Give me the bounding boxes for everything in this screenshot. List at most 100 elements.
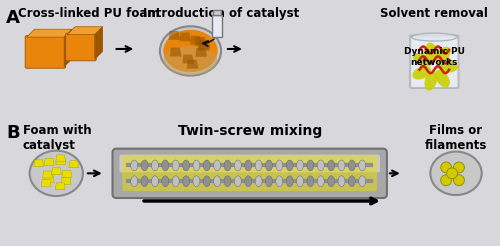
Polygon shape [95, 27, 102, 59]
Polygon shape [56, 155, 66, 162]
Ellipse shape [413, 53, 431, 67]
Polygon shape [44, 158, 54, 165]
Polygon shape [44, 176, 54, 183]
Polygon shape [52, 168, 62, 175]
Text: Cross-linked PU foam: Cross-linked PU foam [18, 7, 160, 19]
FancyBboxPatch shape [410, 36, 459, 88]
Ellipse shape [328, 160, 334, 171]
Ellipse shape [348, 176, 356, 187]
Ellipse shape [296, 176, 304, 187]
Ellipse shape [234, 160, 242, 171]
Polygon shape [34, 160, 43, 167]
Ellipse shape [412, 33, 457, 41]
Polygon shape [190, 36, 202, 45]
Polygon shape [56, 158, 66, 165]
Ellipse shape [164, 46, 218, 76]
Ellipse shape [224, 160, 231, 171]
Ellipse shape [318, 176, 324, 187]
Ellipse shape [182, 160, 190, 171]
Polygon shape [182, 55, 194, 63]
Text: Dynamic PU
networks: Dynamic PU networks [404, 47, 465, 67]
Ellipse shape [359, 160, 366, 171]
Ellipse shape [193, 176, 200, 187]
Ellipse shape [160, 26, 221, 76]
Ellipse shape [338, 160, 345, 171]
Polygon shape [180, 32, 192, 41]
Polygon shape [56, 183, 65, 190]
Ellipse shape [172, 176, 179, 187]
Polygon shape [62, 170, 72, 177]
Ellipse shape [440, 175, 452, 186]
Polygon shape [41, 179, 51, 186]
Polygon shape [198, 40, 210, 49]
Ellipse shape [214, 176, 220, 187]
Ellipse shape [286, 160, 293, 171]
Bar [213, 11, 221, 15]
Ellipse shape [245, 176, 252, 187]
Polygon shape [195, 37, 206, 46]
Ellipse shape [30, 151, 83, 196]
Polygon shape [196, 48, 207, 57]
Ellipse shape [204, 160, 210, 171]
Ellipse shape [255, 160, 262, 171]
Ellipse shape [234, 176, 242, 187]
Polygon shape [186, 60, 198, 69]
Ellipse shape [162, 160, 169, 171]
Polygon shape [61, 178, 71, 184]
Ellipse shape [276, 176, 283, 187]
Ellipse shape [435, 70, 450, 87]
Ellipse shape [255, 176, 262, 187]
Ellipse shape [446, 168, 458, 179]
Ellipse shape [296, 160, 304, 171]
Polygon shape [64, 29, 72, 67]
Ellipse shape [141, 160, 148, 171]
Ellipse shape [266, 176, 272, 187]
Polygon shape [26, 29, 72, 37]
Ellipse shape [266, 160, 272, 171]
Text: Solvent removal: Solvent removal [380, 7, 488, 19]
Polygon shape [69, 161, 79, 168]
FancyBboxPatch shape [25, 36, 66, 68]
Polygon shape [168, 31, 180, 40]
Ellipse shape [412, 66, 431, 79]
Ellipse shape [152, 176, 158, 187]
Ellipse shape [214, 160, 220, 171]
Ellipse shape [131, 160, 138, 171]
FancyBboxPatch shape [120, 154, 380, 172]
Polygon shape [170, 47, 181, 57]
Ellipse shape [348, 160, 356, 171]
Ellipse shape [164, 30, 218, 72]
Text: Twin-screw mixing: Twin-screw mixing [178, 124, 322, 138]
Ellipse shape [131, 176, 138, 187]
Ellipse shape [328, 176, 334, 187]
Polygon shape [42, 171, 52, 178]
Ellipse shape [454, 175, 464, 186]
Text: B: B [6, 124, 20, 142]
Text: A: A [6, 10, 20, 28]
Ellipse shape [141, 176, 148, 187]
Ellipse shape [182, 176, 190, 187]
FancyBboxPatch shape [112, 149, 387, 198]
Ellipse shape [338, 176, 345, 187]
Ellipse shape [193, 160, 200, 171]
Ellipse shape [224, 176, 231, 187]
Ellipse shape [426, 43, 438, 62]
FancyBboxPatch shape [122, 155, 377, 191]
Text: Films or
filaments: Films or filaments [425, 124, 487, 152]
Ellipse shape [318, 160, 324, 171]
Ellipse shape [307, 160, 314, 171]
Ellipse shape [152, 160, 158, 171]
Ellipse shape [454, 162, 464, 173]
Ellipse shape [276, 160, 283, 171]
Ellipse shape [286, 176, 293, 187]
Text: Introduction of catalyst: Introduction of catalyst [143, 7, 300, 19]
Ellipse shape [436, 47, 450, 64]
Ellipse shape [430, 152, 482, 195]
Bar [212, 15, 222, 37]
Ellipse shape [172, 160, 179, 171]
Ellipse shape [438, 61, 458, 73]
Ellipse shape [307, 176, 314, 187]
Ellipse shape [245, 160, 252, 171]
Text: Foam with
catalyst: Foam with catalyst [22, 124, 92, 152]
Ellipse shape [424, 71, 437, 91]
